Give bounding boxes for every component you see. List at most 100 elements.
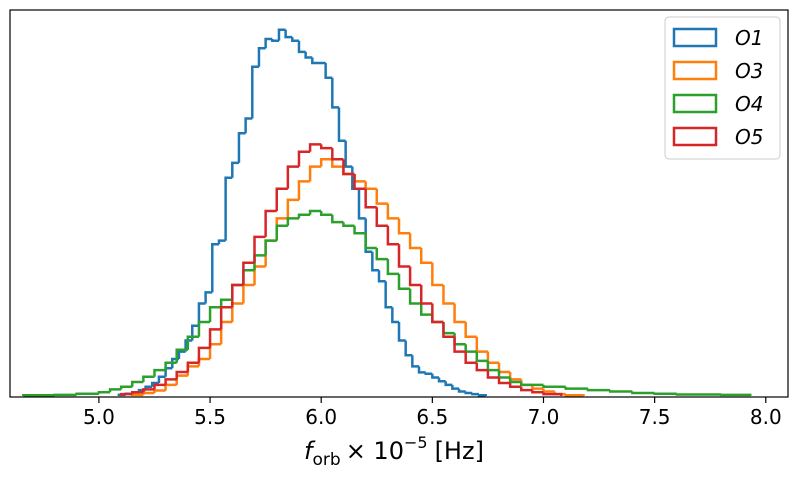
histogram-bin-o4	[353, 225, 366, 235]
histogram-bin-o3	[153, 389, 166, 394]
histogram-bin-o1	[451, 384, 460, 390]
histogram-bin-o4	[631, 391, 655, 395]
histogram-bin-o1	[364, 218, 373, 253]
histogram-bin-o5	[153, 383, 166, 390]
histogram-bin-o4	[208, 305, 222, 322]
histogram-bin-o5	[520, 386, 533, 392]
legend-swatch-o1	[672, 27, 718, 48]
histogram-bin-o3	[308, 165, 322, 182]
x-tick-label: 6.5	[416, 405, 448, 429]
histogram-bin-o3	[264, 239, 277, 267]
histogram-bin-o3	[419, 248, 433, 265]
histogram-bin-o4	[22, 394, 55, 397]
histogram-bin-o3	[408, 233, 422, 250]
histogram-bin-o3	[208, 342, 222, 359]
histogram-bin-o5	[219, 305, 233, 330]
histogram-bin-o5	[119, 392, 133, 396]
histogram-bin-o1	[237, 132, 246, 163]
histogram-bin-o3	[542, 388, 555, 393]
histogram-bin-o1	[231, 161, 239, 178]
histogram-bin-o5	[442, 322, 455, 339]
histogram-bin-o4	[131, 380, 144, 387]
histogram-bin-o4	[364, 233, 377, 250]
histogram-bin-o1	[211, 243, 219, 293]
histogram-bin-o4	[164, 361, 177, 371]
histogram-bin-o4	[419, 303, 433, 316]
histogram-bin-o1	[357, 188, 366, 220]
histogram-bin-o5	[464, 351, 477, 364]
histogram-bin-o5	[453, 336, 466, 353]
series-o5	[119, 143, 563, 396]
histogram-bin-o1	[437, 377, 446, 383]
histogram-bin-o5	[508, 383, 522, 388]
histogram-bin-o1	[477, 394, 487, 397]
histogram-bin-o3	[275, 217, 288, 241]
histogram-bin-o5	[175, 370, 188, 380]
histogram-bin-o4	[264, 239, 277, 256]
histogram-bin-o3	[319, 157, 333, 167]
histogram-bin-o4	[75, 392, 99, 396]
histogram-bin-o1	[464, 391, 473, 395]
histogram-bin-o3	[297, 180, 311, 200]
histogram-bin-o4	[675, 393, 722, 396]
legend-swatch-o5	[672, 126, 718, 147]
x-tick-label: 8.0	[750, 405, 782, 429]
histogram-bin-o4	[175, 348, 188, 363]
histogram-bin-o4	[408, 288, 422, 305]
histogram-bin-o5	[308, 143, 322, 152]
histogram-bin-o4	[153, 368, 166, 377]
histogram-bin-o4	[464, 344, 477, 353]
series-o4	[22, 209, 752, 397]
histogram-bin-o3	[397, 218, 411, 235]
histogram-bin-o3	[431, 262, 444, 287]
x-tick-label: 5.5	[194, 405, 226, 429]
histogram-bin-o5	[431, 303, 444, 324]
histogram-bin-o1	[337, 107, 346, 142]
histogram-bin-o1	[444, 381, 453, 387]
histogram-bin-o5	[275, 187, 288, 211]
histogram-bin-o5	[353, 174, 366, 191]
histogram-bin-o4	[397, 273, 411, 290]
histogram-bin-o1	[177, 350, 186, 359]
histogram-bin-o5	[408, 266, 422, 287]
histogram-bin-o4	[342, 222, 355, 228]
histogram-bin-o4	[286, 217, 299, 226]
histogram-bin-o1	[404, 340, 413, 357]
histogram-bin-o3	[164, 383, 177, 391]
histogram-bin-o5	[242, 261, 255, 285]
histogram-bin-o3	[375, 188, 388, 205]
histogram-bin-o4	[197, 320, 211, 337]
histogram-bin-o5	[297, 150, 311, 167]
histogram-bin-o5	[319, 144, 333, 150]
histogram-bin-o5	[386, 225, 399, 246]
series-layer	[22, 28, 752, 397]
histogram-bin-o5	[342, 159, 355, 176]
histogram-bin-o1	[344, 140, 353, 168]
histogram-bin-o4	[453, 333, 466, 346]
histogram-bin-o1	[224, 176, 233, 241]
histogram-bin-o5	[375, 207, 388, 228]
histogram-bin-o5	[331, 148, 344, 161]
histogram-bin-o3	[353, 174, 366, 183]
histogram-bin-o1	[264, 37, 273, 49]
histogram-bin-o4	[319, 211, 333, 216]
histogram-bin-o5	[486, 370, 500, 379]
histogram-bin-o4	[653, 392, 677, 396]
histogram-bin-o4	[231, 283, 244, 300]
histogram-bin-o1	[331, 77, 339, 109]
x-axis-label-multiplier: × 10	[346, 437, 404, 465]
histogram-bin-o3	[497, 362, 511, 374]
legend-swatch-o3	[672, 60, 718, 81]
x-axis-ticks: 5.0 5.5 6.0 6.5 7.0 7.5 8.0	[83, 397, 782, 429]
histogram-bin-o1	[424, 372, 433, 376]
histogram-bin-o5	[397, 244, 411, 268]
histogram-bin-o3	[386, 203, 399, 220]
histogram-bin-o4	[475, 351, 488, 363]
histogram-bin-o3	[486, 351, 500, 364]
histogram-bin-o4	[542, 384, 566, 388]
histogram-bin-o5	[164, 378, 177, 385]
histogram-bin-o1	[184, 339, 193, 352]
x-axis-label-exponent: −5	[404, 433, 428, 452]
histogram-bin-o1	[417, 366, 426, 374]
histogram-bin-o1	[204, 291, 213, 304]
